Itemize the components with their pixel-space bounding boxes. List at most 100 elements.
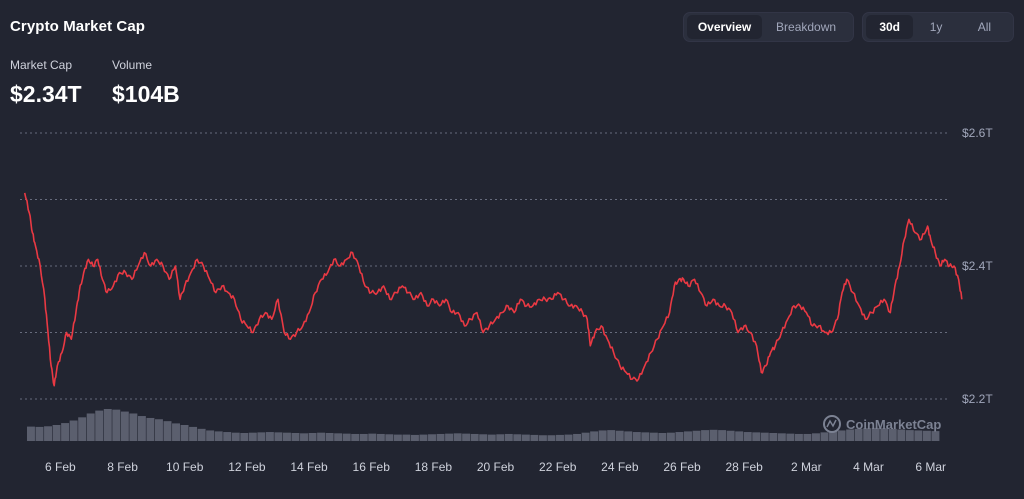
volume-bar	[760, 432, 769, 441]
volume-bar	[265, 432, 274, 441]
volume-bar	[504, 433, 513, 441]
volume-bar	[581, 432, 590, 441]
volume-bar	[274, 432, 283, 441]
volume-bar	[590, 431, 599, 441]
tab-overview[interactable]: Overview	[687, 15, 763, 39]
volume-bar	[487, 434, 496, 441]
x-tick-label: 18 Feb	[415, 460, 453, 474]
volume-bar	[666, 432, 675, 441]
volume-bar	[240, 433, 249, 441]
volume-stat: Volume $104B	[112, 58, 180, 108]
volume-bar	[863, 428, 872, 441]
volume-bar	[820, 432, 829, 441]
watermark-text: CoinMarketCap	[846, 417, 941, 432]
volume-bar	[86, 413, 95, 441]
volume-bar	[530, 434, 539, 441]
volume-bar	[846, 429, 855, 441]
volume-bar	[112, 409, 121, 441]
volume-bar	[641, 432, 650, 441]
volume-bar	[120, 411, 129, 441]
volume-bar	[786, 433, 795, 441]
volume-bar	[812, 433, 820, 441]
volume-bar	[573, 433, 582, 441]
x-tick-label: 26 Feb	[663, 460, 701, 474]
volume-bar	[701, 430, 710, 441]
volume-bar	[897, 429, 906, 441]
volume-bar	[69, 420, 78, 441]
volume-bar	[351, 433, 360, 441]
volume-bar	[803, 433, 812, 441]
volume-bar	[61, 423, 70, 441]
volume-bar	[564, 434, 573, 441]
volume-bar	[547, 435, 556, 441]
x-tick-label: 24 Feb	[601, 460, 639, 474]
x-tick-label: 16 Feb	[353, 460, 391, 474]
volume-bar	[453, 433, 462, 441]
volume-bar	[154, 419, 163, 441]
market-cap-stat: Market Cap $2.34T	[10, 58, 82, 108]
volume-bar	[436, 433, 445, 441]
volume-bar	[282, 432, 291, 441]
volume-bar	[197, 428, 206, 441]
x-tick-label: 22 Feb	[539, 460, 577, 474]
volume-bar	[44, 426, 52, 441]
volume-bar	[658, 433, 667, 441]
volume-bar	[334, 433, 343, 441]
volume-bar	[231, 432, 240, 441]
market-cap-label: Market Cap	[10, 58, 73, 72]
range-all[interactable]: All	[977, 20, 992, 34]
volume-bar	[214, 431, 223, 441]
volume-bar	[308, 433, 317, 441]
volume-bar	[470, 433, 479, 441]
y-tick-label: $2.4T	[962, 259, 993, 273]
market-cap-line	[23, 192, 963, 387]
x-tick-label: 12 Feb	[228, 460, 266, 474]
volume-bar	[743, 432, 752, 441]
volume-bar	[931, 431, 940, 441]
x-tick-label: 28 Feb	[726, 460, 764, 474]
market-cap-value: $2.34T	[10, 81, 82, 107]
volume-bar	[419, 434, 428, 441]
volume-bar	[777, 433, 786, 441]
volume-bar	[837, 430, 846, 441]
volume-bar	[624, 431, 633, 441]
volume-bar	[479, 434, 488, 441]
range-1y[interactable]: 1y	[929, 20, 943, 34]
range-30d[interactable]: 30d	[866, 15, 914, 39]
page-title: Crypto Market Cap	[10, 18, 146, 35]
x-tick-label: 10 Feb	[166, 460, 204, 474]
watermark: CoinMarketCap	[823, 415, 941, 433]
y-axis-labels: $2.2T $2.4T $2.6T	[962, 126, 993, 406]
volume-bar	[35, 426, 44, 441]
range-toggle: 30d 1y All	[862, 12, 1014, 42]
volume-bar	[223, 432, 232, 441]
volume-bar	[769, 433, 778, 441]
volume-bar	[103, 409, 112, 441]
volume-bar	[718, 430, 727, 441]
volume-bars	[27, 409, 940, 441]
coinmarketcap-logo-icon	[823, 415, 841, 433]
volume-bar	[556, 434, 564, 441]
tab-breakdown[interactable]: Breakdown	[776, 20, 837, 34]
volume-bar	[52, 425, 61, 441]
volume-bar	[607, 430, 616, 441]
volume-bar	[632, 432, 641, 441]
x-tick-label: 4 Mar	[853, 460, 884, 474]
volume-bar	[342, 433, 351, 441]
volume-bar	[871, 427, 880, 441]
volume-bar	[172, 423, 180, 441]
volume-bar	[692, 430, 701, 441]
volume-bar	[393, 434, 402, 441]
volume-bar	[410, 434, 419, 441]
volume-bar	[317, 432, 326, 441]
volume-bar	[496, 434, 505, 441]
volume-bar	[163, 421, 172, 441]
volume-bar	[726, 430, 735, 441]
volume-bar	[854, 428, 863, 441]
volume-bar	[428, 434, 436, 441]
view-toggle: Overview Breakdown	[683, 12, 854, 42]
volume-bar	[513, 434, 522, 441]
volume-bar	[905, 430, 914, 441]
volume-bar	[385, 434, 394, 441]
